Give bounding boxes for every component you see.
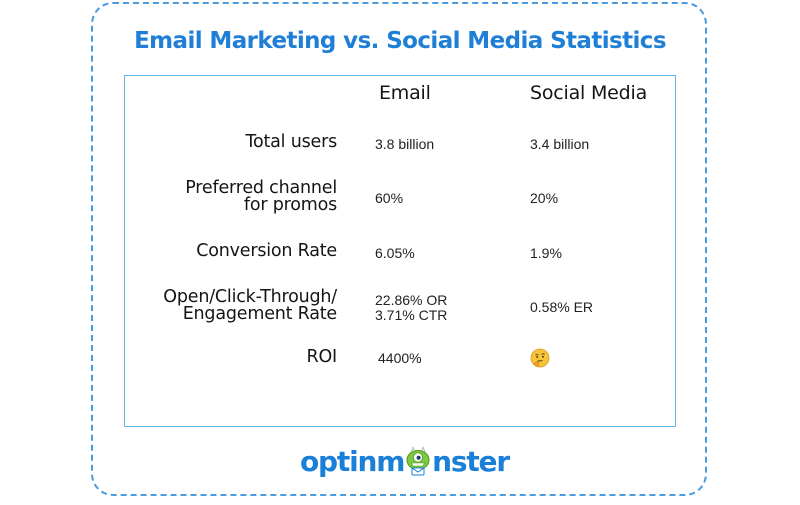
page-title: Email Marketing vs. Social Media Statist… [134, 28, 666, 54]
row-label-roi: ROI [306, 347, 338, 367]
cell-social-conversion-rate: 1.9% [530, 245, 562, 261]
row-label-conversion-rate: Conversion Rate [196, 241, 337, 261]
row-label-total-users: Total users [245, 132, 337, 152]
cell-email-roi: 4400% [378, 350, 422, 366]
comparison-table [124, 75, 676, 427]
optinmonster-logo: optinm nster [300, 441, 510, 481]
cell-social-preferred-channel: 20% [530, 190, 559, 206]
monster-mascot-icon [405, 445, 431, 477]
column-header-email: Email [379, 82, 431, 104]
cell-social-engagement-rate: 0.58% ER [530, 299, 594, 315]
cell-social-total-users: 3.4 billion [530, 136, 590, 152]
thinking-face-emoji-icon [530, 348, 550, 368]
logo-text-end: nster [432, 444, 510, 478]
column-header-social-media: Social Media [530, 82, 648, 104]
infographic-card [91, 2, 707, 496]
cell-email-conversion-rate: 6.05% [375, 245, 415, 261]
cell-email-open-click-rate: 22.86% OR 3.71% CTR [375, 292, 448, 323]
row-label-open-click-engagement: Open/Click-Through/ Engagement Rate [163, 287, 337, 324]
cell-email-total-users: 3.8 billion [375, 136, 435, 152]
cell-email-preferred-channel: 60% [375, 190, 404, 206]
row-label-preferred-channel: Preferred channel for promos [185, 178, 337, 215]
logo-text-start: optinm [300, 444, 405, 478]
